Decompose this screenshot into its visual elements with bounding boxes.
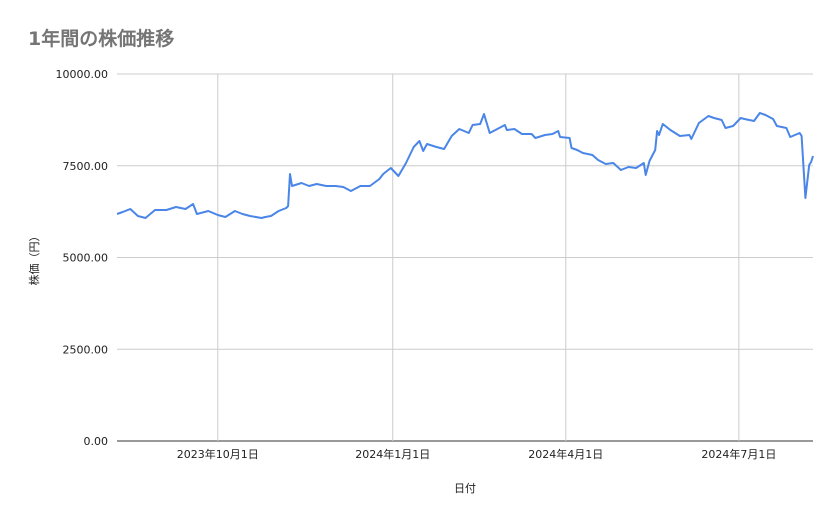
y-tick-label: 10000.00 xyxy=(56,68,109,81)
y-tick-label: 7500.00 xyxy=(63,160,109,173)
y-axis-ticks: 0.00 2500.00 5000.00 7500.00 10000.00 xyxy=(56,68,109,448)
series-line xyxy=(116,112,814,219)
x-tick-label: 2024年1月1日 xyxy=(355,447,430,461)
y-tick-label: 2500.00 xyxy=(63,343,109,356)
x-tick-label: 2024年4月1日 xyxy=(528,447,603,461)
y-tick-label: 5000.00 xyxy=(63,252,109,265)
y-axis-label: 株価（円） xyxy=(27,231,41,286)
x-tick-label: 2024年7月1日 xyxy=(701,447,776,461)
y-tick-label: 0.00 xyxy=(84,435,109,448)
x-axis-ticks: 2023年10月1日 2024年1月1日 2024年4月1日 2024年7月1日 xyxy=(177,447,777,461)
x-tick-label: 2023年10月1日 xyxy=(177,447,259,461)
chart-title: 1年間の株価推移 xyxy=(28,27,174,50)
x-axis-label: 日付 xyxy=(454,482,476,495)
gridlines xyxy=(117,73,813,442)
